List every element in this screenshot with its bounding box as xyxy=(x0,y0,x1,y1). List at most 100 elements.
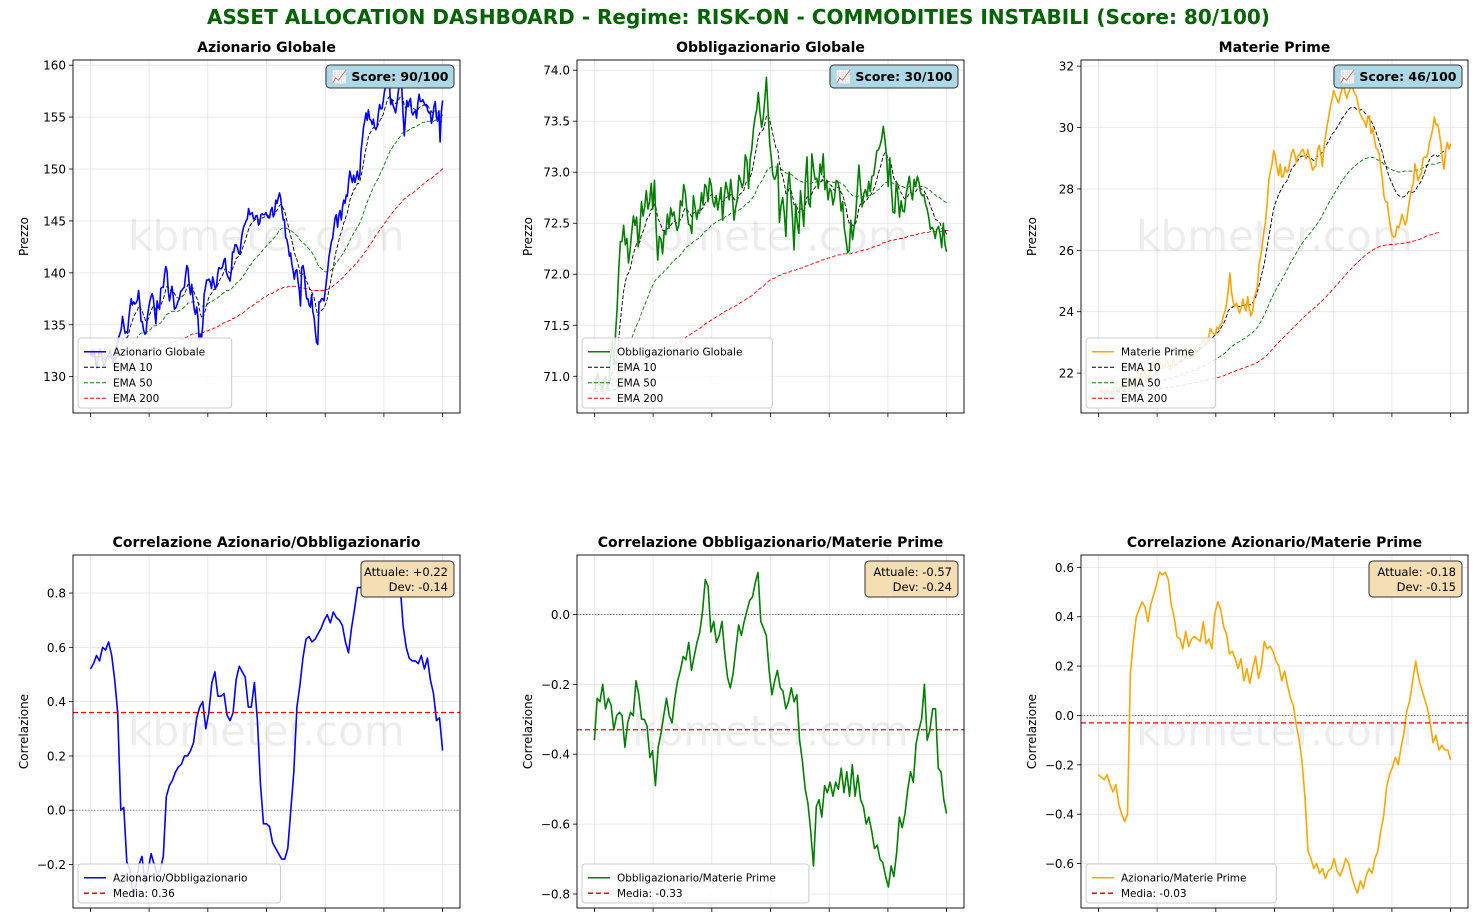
badge-current: Attuale: -0.18 xyxy=(1377,565,1456,579)
legend xyxy=(581,337,773,409)
watermark: kbmeter.com xyxy=(1136,707,1413,756)
score-text: 📈 Score: 46/100 xyxy=(1340,69,1457,84)
legend-label: EMA 10 xyxy=(1121,362,1161,374)
badge-current: Attuale: -0.57 xyxy=(873,565,952,579)
legend-label: EMA 10 xyxy=(617,362,657,374)
chart-azionario-globale: Azionario Globale 130 135 140 145 150 155 160 Pr… xyxy=(17,40,461,417)
y-tick-label: 0.0 xyxy=(47,804,66,818)
watermark: kbmeter.com xyxy=(632,212,909,261)
legend-label: Media: 0.36 xyxy=(113,888,175,900)
stats-badge xyxy=(360,560,455,598)
y-tick-label: 30 xyxy=(1059,121,1074,135)
y-tick-label: 73.0 xyxy=(543,166,570,180)
legend-label: Obbligazionario/Materie Prime xyxy=(617,873,776,885)
y-axis-label: Correlazione xyxy=(17,694,31,769)
watermark: kbmeter.com xyxy=(128,212,405,261)
y-tick-label: 22 xyxy=(1059,367,1074,381)
score-badge xyxy=(1333,64,1463,89)
legend-label: EMA 50 xyxy=(113,378,153,390)
chart-materie-prime: Materie Prime 22 24 26 28 30 32 Prezzo kbmeter.c… xyxy=(1025,40,1469,417)
watermark: kbmeter.com xyxy=(632,707,909,756)
y-tick-label: −0.8 xyxy=(541,888,570,902)
y-tick-label: 32 xyxy=(1059,60,1074,74)
y-tick-label: 0.0 xyxy=(551,608,570,622)
chart-title: Materie Prime xyxy=(1219,40,1331,56)
y-tick-label: 140 xyxy=(43,266,66,280)
plot-frame xyxy=(1080,554,1469,909)
badge-deviation: Dev: -0.14 xyxy=(389,580,448,594)
series-line xyxy=(89,80,444,370)
y-tick-label: −0.2 xyxy=(541,678,570,692)
badge-current: Attuale: +0.22 xyxy=(364,565,448,579)
y-tick-label: 0.4 xyxy=(47,695,66,709)
y-tick-label: 150 xyxy=(43,163,66,177)
y-tick-label: 71.0 xyxy=(543,370,570,384)
legend-label: Media: -0.03 xyxy=(1121,888,1187,900)
legend-label: Media: -0.33 xyxy=(617,888,683,900)
y-axis-label: Prezzo xyxy=(1025,217,1039,256)
y-axis-label: Correlazione xyxy=(521,694,535,769)
stats-badge xyxy=(864,560,959,598)
y-tick-label: 135 xyxy=(43,318,66,332)
y-axis-label: Prezzo xyxy=(521,217,535,256)
y-tick-label: 145 xyxy=(43,214,66,228)
chart-title: Obbligazionario Globale xyxy=(676,40,865,56)
legend-label: EMA 200 xyxy=(1121,393,1167,405)
y-tick-label: 0.8 xyxy=(47,587,66,601)
legend xyxy=(1085,863,1277,904)
plot-frame xyxy=(72,554,461,909)
watermark: kbmeter.com xyxy=(1136,212,1413,261)
grid xyxy=(577,60,964,413)
legend-label: Materie Prime xyxy=(1121,347,1194,359)
legend xyxy=(77,863,281,904)
y-tick-label: −0.6 xyxy=(1045,857,1074,871)
y-tick-label: 28 xyxy=(1059,182,1074,196)
series-line xyxy=(593,571,948,888)
legend-label: Azionario Globale xyxy=(113,347,205,359)
y-tick-label: 0.4 xyxy=(1055,610,1074,624)
y-tick-label: 72.5 xyxy=(543,217,570,231)
y-tick-label: 0.2 xyxy=(47,749,66,763)
chart-correlazione-az-mp: Correlazione Azionario/Materie Prime −0.6… xyxy=(1025,535,1469,912)
y-axis-label: Prezzo xyxy=(17,217,31,256)
legend-label: EMA 50 xyxy=(617,378,657,390)
chart-correlazione-az-obb: Correlazione Azionario/Obbligazionario −0… xyxy=(17,535,461,912)
legend xyxy=(77,337,233,409)
y-axis-label: Correlazione xyxy=(1025,694,1039,769)
legend-label: EMA 10 xyxy=(113,362,153,374)
y-tick-label: 74.0 xyxy=(543,64,570,78)
badge-deviation: Dev: -0.24 xyxy=(893,580,952,594)
score-badge xyxy=(829,64,959,89)
chart-title: Correlazione Obbligazionario/Materie Pri… xyxy=(598,535,943,551)
y-tick-label: 130 xyxy=(43,370,66,384)
series-line xyxy=(594,114,948,392)
plot-frame xyxy=(72,59,461,414)
y-tick-label: −0.4 xyxy=(1045,808,1074,822)
series-line xyxy=(90,119,443,358)
y-tick-label: 160 xyxy=(43,59,66,73)
chart-correlazione-obb-mp: Correlazione Obbligazionario/Materie Pri… xyxy=(521,535,965,912)
chart-title: Correlazione Azionario/Obbligazionario xyxy=(113,535,421,551)
y-tick-label: 0.2 xyxy=(1055,660,1074,674)
legend-label: Azionario/Obbligazionario xyxy=(113,873,247,885)
y-tick-label: 26 xyxy=(1059,244,1074,258)
plot-frame xyxy=(576,59,965,414)
legend xyxy=(581,863,810,904)
plot-frame xyxy=(576,554,965,909)
y-tick-label: 155 xyxy=(43,111,66,125)
legend-label: EMA 50 xyxy=(1121,378,1161,390)
chart-obbligazionario-globale: Obbligazionario Globale 71.0 71.5 72.0 72.5 7… xyxy=(521,40,965,417)
score-text: 📈 Score: 90/100 xyxy=(332,69,449,84)
series-line xyxy=(1097,571,1452,895)
y-tick-label: −0.2 xyxy=(37,858,66,872)
series-line xyxy=(593,76,948,392)
y-tick-label: 73.5 xyxy=(543,115,570,129)
legend xyxy=(1085,337,1216,409)
y-tick-label: 0.6 xyxy=(1055,561,1074,575)
series-line xyxy=(594,229,950,393)
legend-label: Obbligazionario Globale xyxy=(617,347,742,359)
y-tick-label: −0.4 xyxy=(541,748,570,762)
score-text: 📈 Score: 30/100 xyxy=(836,69,953,84)
plot-frame xyxy=(1080,59,1469,414)
legend-label: Azionario/Materie Prime xyxy=(1121,873,1247,885)
